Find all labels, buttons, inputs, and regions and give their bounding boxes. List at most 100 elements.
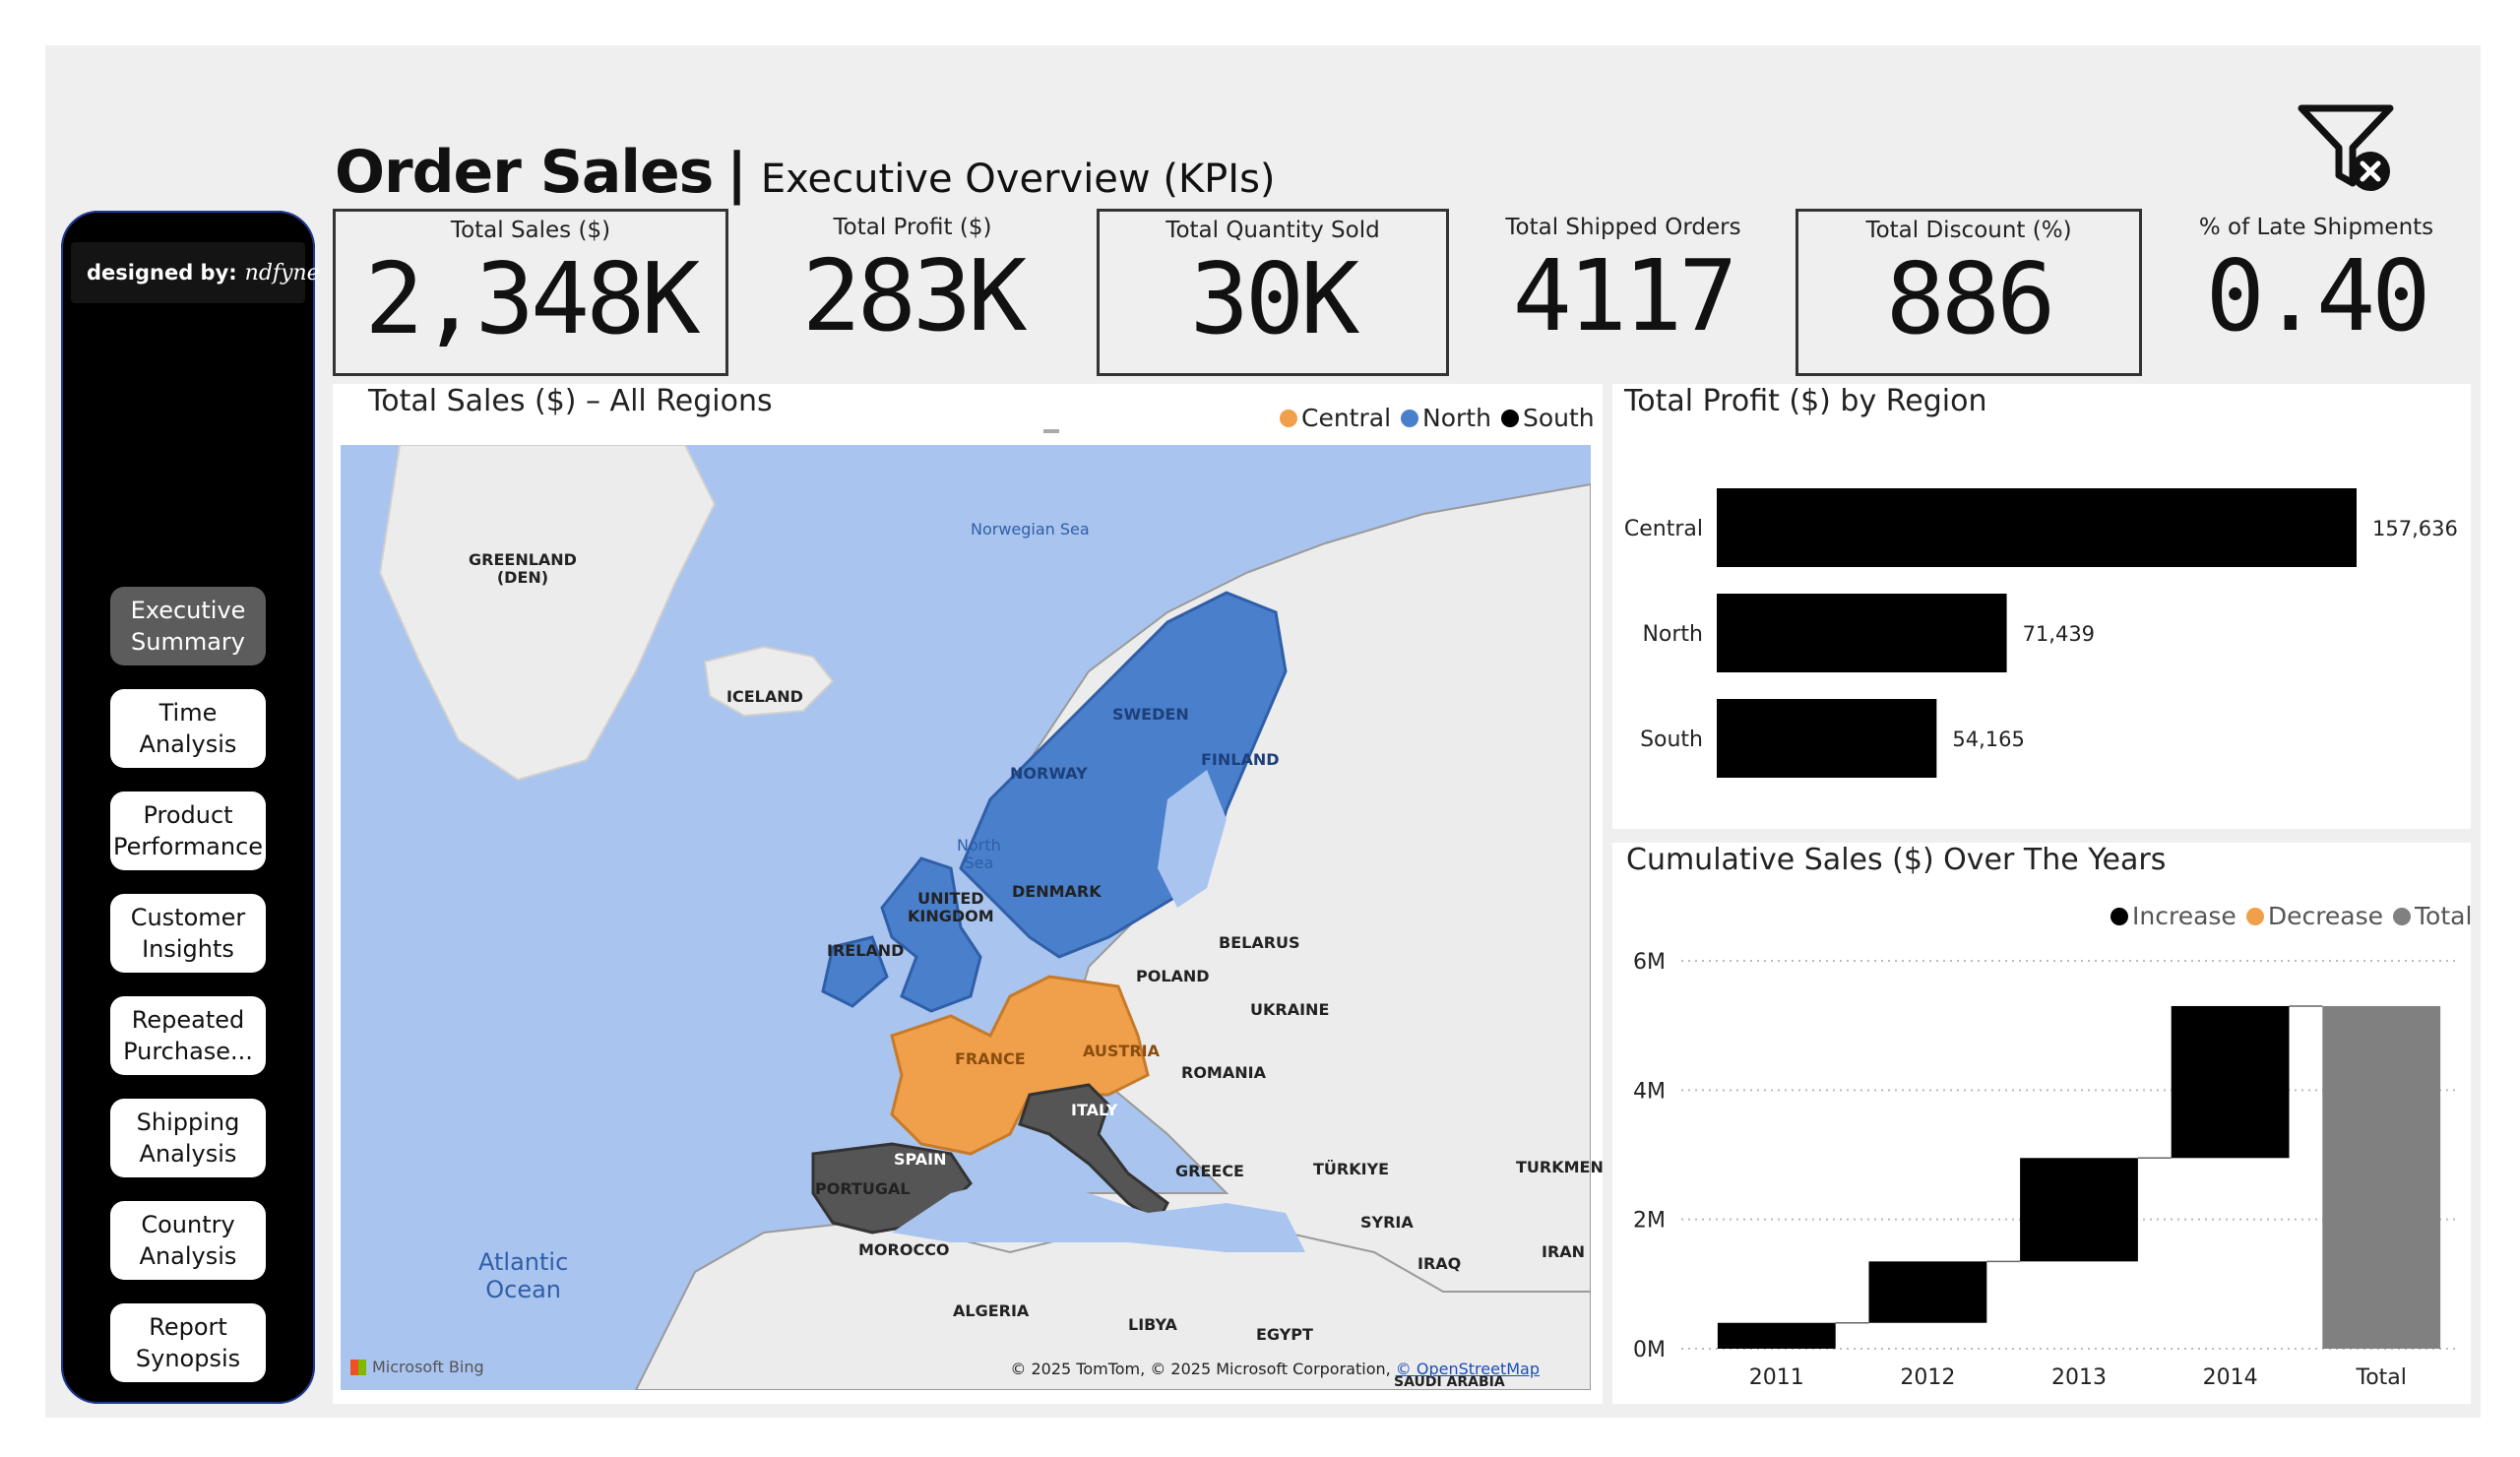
label-iraq: IRAQ [1418, 1254, 1462, 1273]
kpi-value: 283K [801, 238, 1028, 353]
profit-bar-chart: Central 157,636 North 71,439 South 54,165 [1624, 488, 2458, 778]
kpi-total-sales: Total Sales ($) 2,348K [333, 209, 728, 376]
label-sweden: SWEDEN [1112, 705, 1189, 724]
kpi-value: 30K [1189, 241, 1360, 356]
y-tick-label: 0M [1633, 1338, 1666, 1362]
nav-product-performance[interactable]: Product Performance [110, 792, 266, 870]
profit-category-label: South [1640, 728, 1703, 752]
map-title: Total Sales ($) – All Regions [368, 384, 773, 418]
profit-category-label: Central [1624, 517, 1703, 541]
label-atlantic: Atlantic Ocean [478, 1248, 569, 1303]
nav-report-synopsis[interactable]: Report Synopsis [110, 1303, 266, 1382]
cumulative-legend: Increase Decrease Total [2101, 902, 2472, 930]
kpi-late-shipments: % of Late Shipments 0.40 [2142, 209, 2490, 376]
nav-customer-insights[interactable]: Customer Insights [110, 894, 266, 973]
osm-link[interactable]: © OpenStreetMap [1395, 1360, 1540, 1378]
y-tick-label: 4M [1633, 1079, 1666, 1104]
x-tick-label: 2012 [1900, 1365, 1955, 1390]
label-ireland: IRELAND [827, 941, 905, 960]
profit-bar[interactable] [1717, 488, 2357, 567]
kpi-label: Total Quantity Sold [1166, 218, 1380, 243]
kpi-label: % of Late Shipments [2198, 215, 2434, 240]
designed-by-label: designed by: [87, 261, 237, 285]
legend-dot-north [1401, 409, 1419, 427]
brand-logo: ndfyne [244, 260, 320, 285]
nav-executive-summary[interactable]: Executive Summary [110, 587, 266, 665]
waterfall-increase-bar[interactable] [2020, 1158, 2138, 1262]
bing-attribution: Microsoft Bing [350, 1358, 484, 1376]
label-turkiye: TÜRKIYE [1313, 1160, 1390, 1178]
landmass-iceland [703, 645, 835, 718]
label-saudi: SAUDI ARABIA [1394, 1374, 1505, 1390]
label-france: FRANCE [955, 1049, 1026, 1068]
label-ukraine: UKRAINE [1250, 1000, 1330, 1019]
waterfall-increase-bar[interactable] [1717, 1322, 1836, 1349]
label-syria: SYRIA [1360, 1213, 1414, 1232]
title-main: Order Sales [335, 138, 714, 207]
profit-data-label: 157,636 [2372, 517, 2458, 540]
profit-bar[interactable] [1717, 594, 2007, 672]
label-romania: ROMANIA [1181, 1063, 1266, 1082]
label-north-sea: North Sea [957, 836, 1001, 872]
region-map[interactable]: GREENLAND (DEN) ICELAND Norwegian Sea SWE… [341, 445, 1604, 1390]
label-norwegian-sea: Norwegian Sea [971, 520, 1090, 538]
label-norway: NORWAY [1010, 764, 1088, 783]
legend-dot-total [2393, 907, 2412, 925]
kpi-value: 2,348K [364, 241, 700, 356]
cumulative-title: Cumulative Sales ($) Over The Years [1626, 843, 2167, 877]
y-tick-label: 6M [1633, 950, 1666, 975]
legend-decrease: Decrease [2267, 902, 2384, 930]
label-greenland: GREENLAND (DEN) [469, 550, 577, 587]
legend-total: Total [2415, 902, 2473, 930]
label-morocco: MOROCCO [858, 1240, 950, 1259]
label-libya: LIBYA [1128, 1315, 1177, 1334]
waterfall-increase-bar[interactable] [1868, 1261, 1987, 1323]
page-title: Order Sales | Executive Overview (KPIs) [335, 138, 1276, 207]
region-north-ireland [821, 935, 889, 1008]
nav-country-analysis[interactable]: Country Analysis [110, 1201, 266, 1280]
label-austria: AUSTRIA [1083, 1042, 1160, 1060]
kpi-value: 0.40 [2205, 238, 2431, 353]
kpi-total-quantity: Total Quantity Sold 30K [1097, 209, 1449, 376]
y-tick-label: 2M [1633, 1209, 1666, 1234]
designed-by-banner: designed by: ndfyne [71, 242, 320, 303]
label-portugal: PORTUGAL [815, 1179, 911, 1198]
nav-repeated-purchase[interactable]: Repeated Purchase... [110, 996, 266, 1075]
label-iceland: ICELAND [726, 687, 803, 706]
legend-dot-central [1280, 409, 1297, 427]
panel-drag-handle[interactable] [1043, 429, 1059, 433]
profit-bar[interactable] [1717, 699, 1937, 778]
clear-filter-icon[interactable] [2294, 100, 2402, 195]
profit-data-label: 54,165 [1952, 728, 2024, 751]
x-tick-label: 2013 [2051, 1365, 2107, 1390]
kpi-shipped-orders: Total Shipped Orders 4117 [1449, 209, 1797, 376]
label-finland: FINLAND [1201, 750, 1280, 769]
map-copyright: © 2025 TomTom, © 2025 Microsoft Corporat… [1010, 1360, 1540, 1378]
nav-time-analysis[interactable]: Time Analysis [110, 689, 266, 768]
x-tick-label: 2011 [1749, 1365, 1804, 1390]
profit-category-label: North [1642, 622, 1703, 647]
legend-increase: Increase [2132, 902, 2236, 930]
label-iran: IRAN [1542, 1242, 1586, 1261]
title-separator: | [726, 142, 747, 206]
title-subtitle: Executive Overview (KPIs) [760, 157, 1276, 202]
legend-dot-increase [2110, 907, 2128, 925]
kpi-value: 4117 [1512, 238, 1738, 353]
waterfall-total-bar[interactable] [2322, 1005, 2441, 1349]
profit-data-label: 71,439 [2023, 622, 2095, 646]
profit-title: Total Profit ($) by Region [1624, 384, 1987, 418]
map-svg [341, 445, 1591, 1390]
legend-dot-south [1500, 409, 1519, 427]
kpi-total-discount: Total Discount (%) 886 [1796, 209, 2142, 376]
label-italy: ITALY [1071, 1101, 1118, 1119]
sea-mediterranean [892, 1173, 1305, 1252]
microsoft-logo-icon [350, 1359, 366, 1375]
sidebar: designed by: ndfyne Executive Summary Ti… [61, 211, 320, 1404]
label-turkmen: TURKMEN [1516, 1158, 1604, 1176]
kpi-label: Total Discount (%) [1865, 218, 2072, 243]
waterfall-increase-bar[interactable] [2171, 1005, 2290, 1159]
label-egypt: EGYPT [1256, 1325, 1313, 1344]
x-tick-label: Total [2356, 1365, 2407, 1390]
label-spain: SPAIN [894, 1150, 947, 1169]
nav-shipping-analysis[interactable]: Shipping Analysis [110, 1099, 266, 1177]
